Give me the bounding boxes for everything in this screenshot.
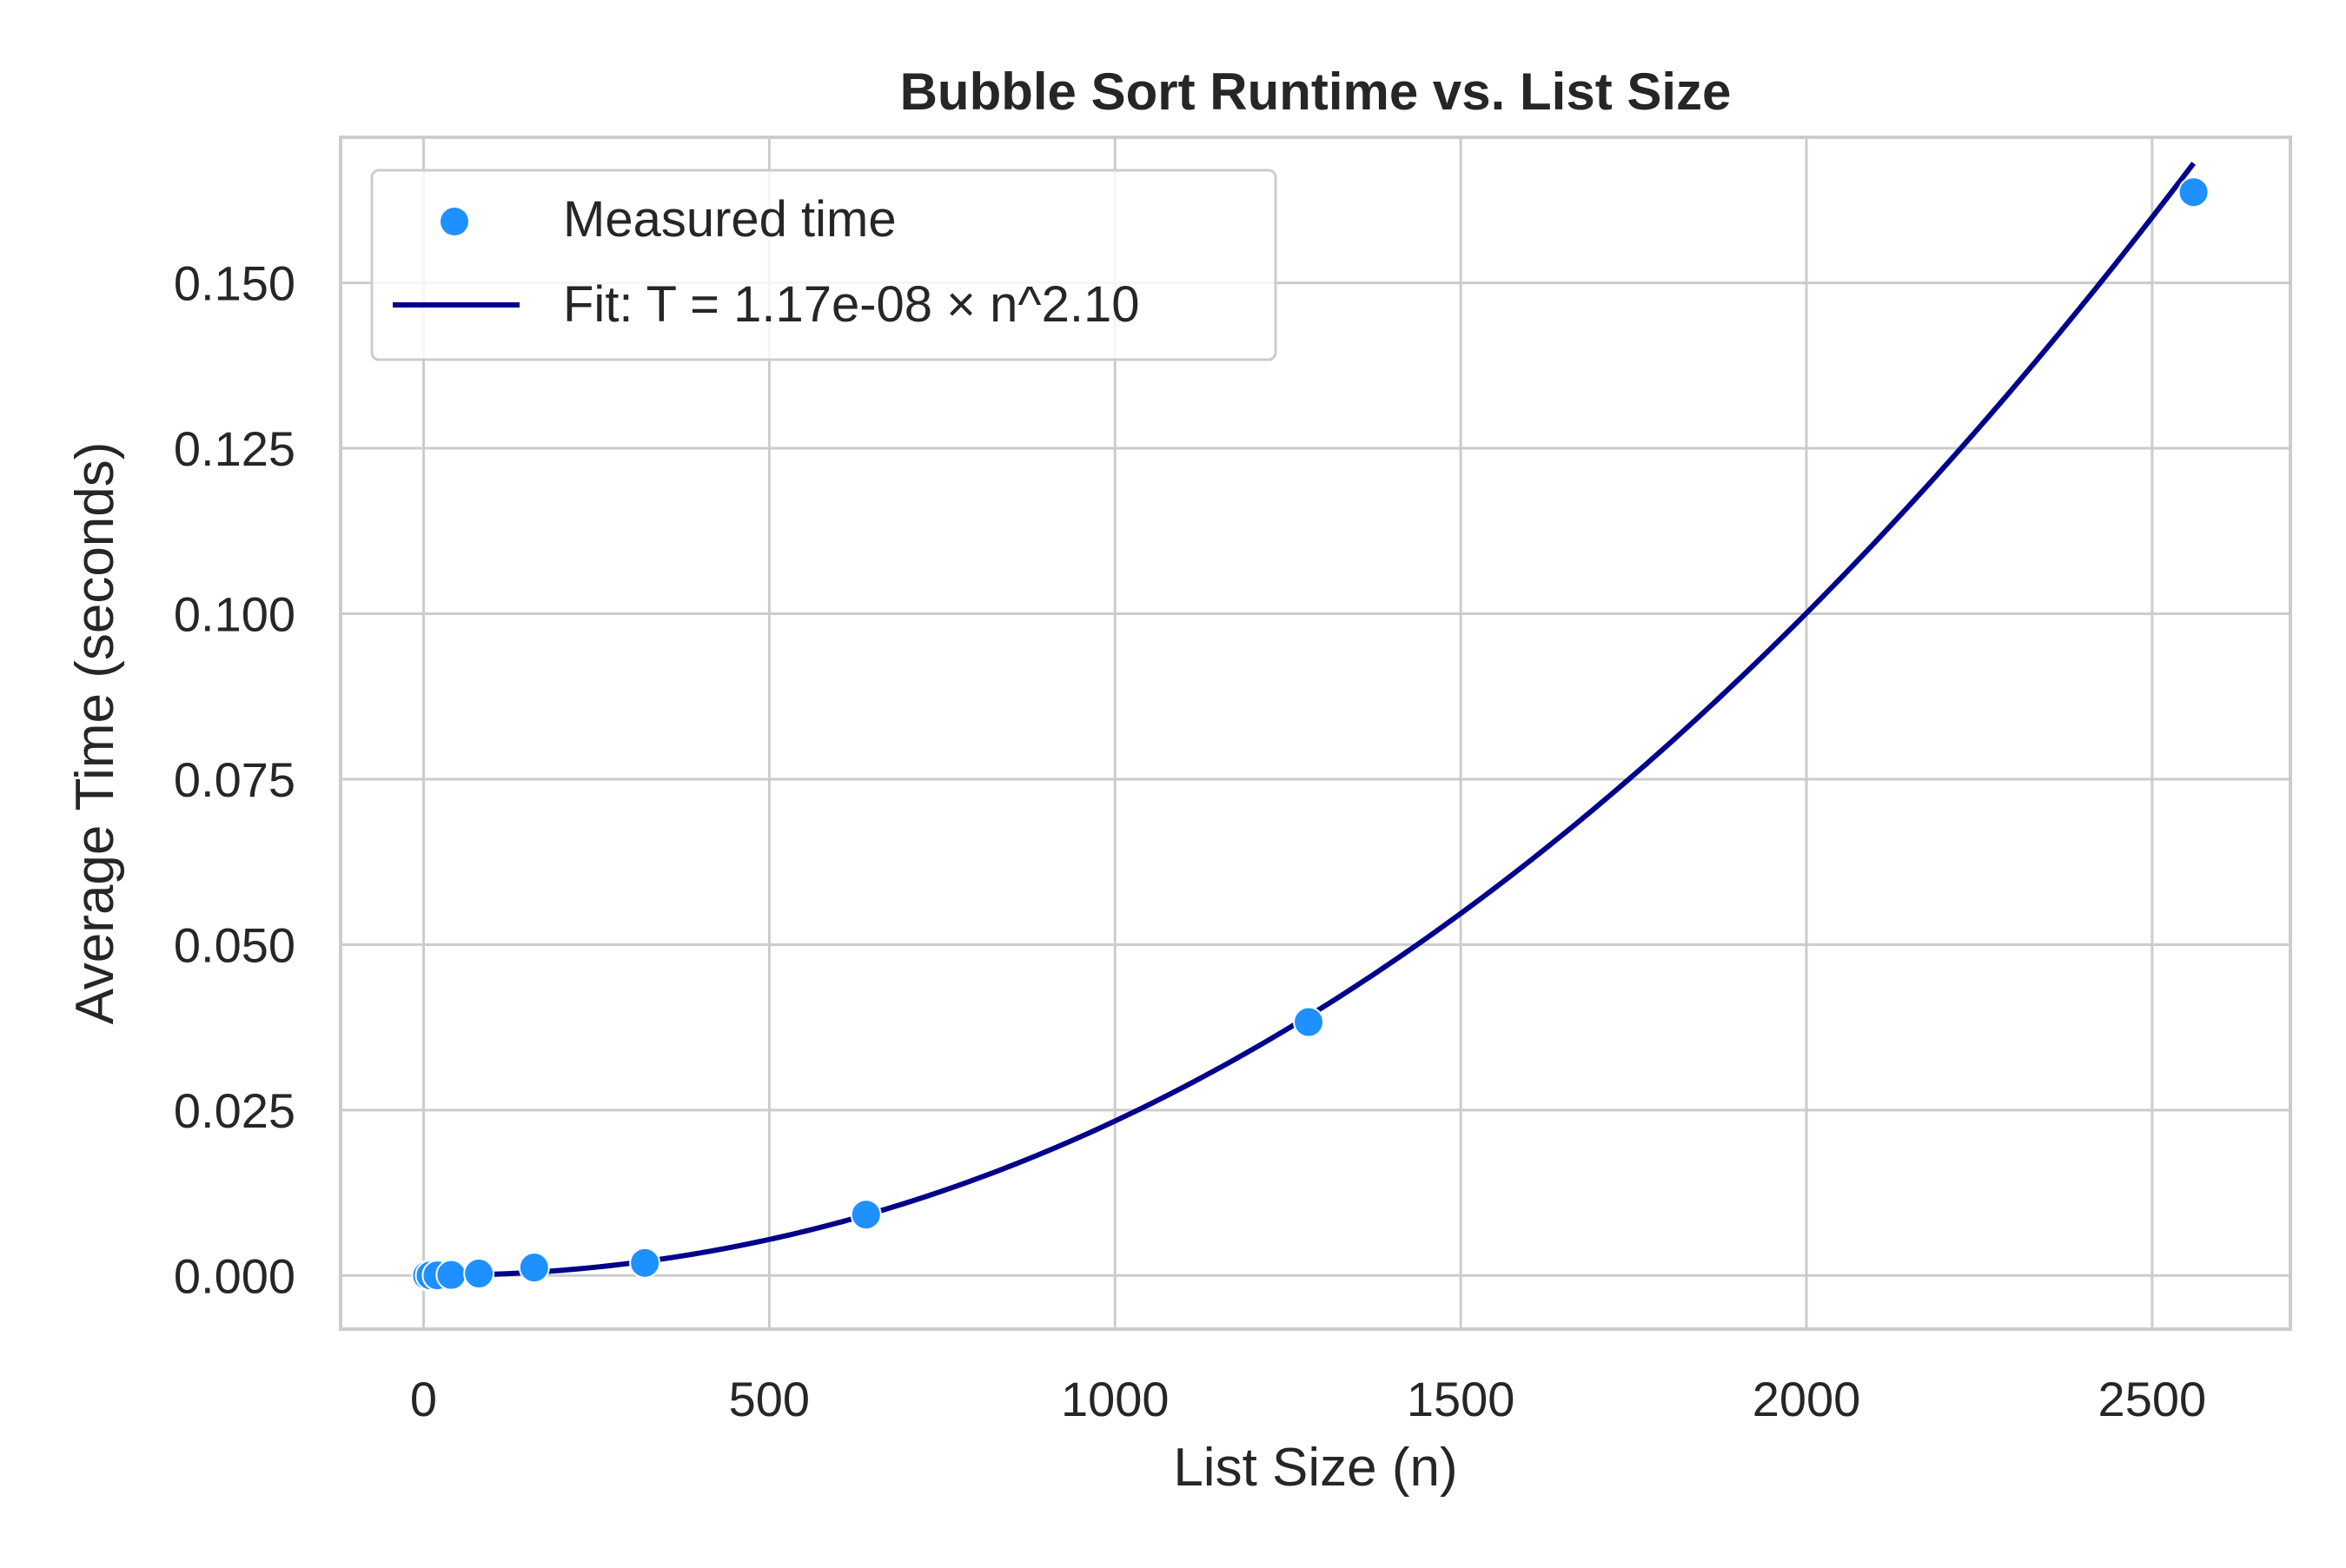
y-tick-labels: 0.000 0.025 0.050 0.075 0.100 0.125 0.150 bbox=[174, 256, 295, 1304]
grid-layer bbox=[341, 137, 2290, 1329]
scatter-points bbox=[411, 176, 2210, 1292]
y-tick-label: 0.000 bbox=[174, 1248, 295, 1303]
x-tick-label: 2500 bbox=[2098, 1372, 2207, 1426]
chart-title: Bubble Sort Runtime vs. List Size bbox=[900, 63, 1732, 121]
x-tick-labels: 0 500 1000 1500 2000 2500 bbox=[410, 1372, 2206, 1426]
legend-label-measured: Measured time bbox=[563, 191, 897, 248]
y-tick-label: 0.150 bbox=[174, 256, 295, 311]
legend-box bbox=[370, 169, 1277, 361]
x-tick-label: 2000 bbox=[1753, 1372, 1861, 1426]
scatter-point bbox=[850, 1199, 882, 1231]
x-tick-label: 1000 bbox=[1061, 1372, 1170, 1426]
x-tick-label: 0 bbox=[410, 1372, 437, 1426]
y-axis-label: Average Time (seconds) bbox=[65, 442, 125, 1025]
scatter-point bbox=[629, 1247, 661, 1279]
y-tick-label: 0.100 bbox=[174, 586, 295, 641]
y-tick-label: 0.125 bbox=[174, 421, 295, 476]
y-tick-label: 0.075 bbox=[174, 752, 295, 807]
legend: Measured time Fit: T = 1.17e-08 × n^2.10 bbox=[370, 169, 1277, 361]
x-tick-label: 1500 bbox=[1407, 1372, 1515, 1426]
x-axis-label: List Size (n) bbox=[1173, 1438, 1457, 1498]
scatter-point bbox=[518, 1252, 550, 1284]
x-tick-label: 500 bbox=[729, 1372, 810, 1426]
scatter-point bbox=[1293, 1006, 1325, 1038]
legend-scatter-marker bbox=[441, 208, 468, 235]
y-tick-label: 0.050 bbox=[174, 917, 295, 972]
y-tick-label: 0.025 bbox=[174, 1083, 295, 1138]
scatter-point bbox=[435, 1259, 467, 1291]
scatter-point bbox=[463, 1258, 495, 1290]
scatter-point bbox=[2177, 176, 2210, 208]
legend-label-fit: Fit: T = 1.17e-08 × n^2.10 bbox=[563, 276, 1140, 333]
plot-frame bbox=[339, 136, 2292, 1331]
